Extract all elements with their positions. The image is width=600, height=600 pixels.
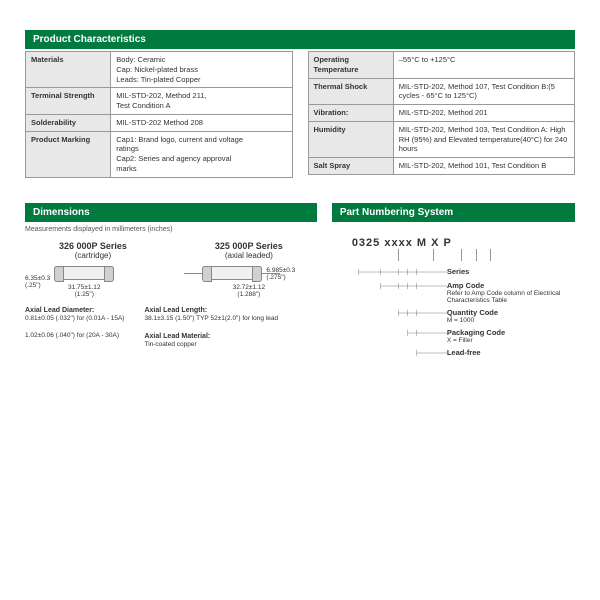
pn-diagram: 0325 xxxx M X P Series Amp CodeRefer to A…	[332, 237, 575, 358]
pn-row: Quantity CodeM = 1000	[352, 308, 575, 324]
pc-right-table: Operating Temperature–55°C to +125°CTher…	[308, 51, 576, 175]
series1-title: 326 000P Series	[59, 241, 127, 251]
dim-notes-1: Axial Lead Diameter: 0.81±0.05 (.032") f…	[25, 306, 124, 350]
cell-label: Product Marking	[26, 131, 111, 177]
series2-sub: (axial leaded)	[181, 251, 317, 260]
pn-row: Lead-free	[352, 348, 575, 358]
pn-row: Packaging CodeX = Filler	[352, 328, 575, 344]
cell-label: Thermal Shock	[308, 78, 393, 105]
pn-row: Series	[352, 267, 575, 277]
pn-code: 0325 xxxx M X P	[352, 237, 575, 249]
pc-header: Product Characteristics	[25, 30, 575, 49]
pn-label: Amp CodeRefer to Amp Code column of Elec…	[447, 281, 575, 304]
axial-shape	[202, 266, 262, 280]
pn-header: Part Numbering System	[332, 203, 575, 222]
pc-left-table: MaterialsBody: Ceramic Cap: Nickel-plate…	[25, 51, 293, 178]
d1-height: 6.35±0.3 (.25")	[25, 275, 50, 289]
cell-label: Salt Spray	[308, 158, 393, 175]
cell-value: Cap1: Brand logo, current and voltage ra…	[111, 131, 292, 177]
pn-label: Quantity CodeM = 1000	[447, 308, 575, 324]
pn-label: Packaging CodeX = Filler	[447, 328, 575, 344]
pn-bracket-lines	[352, 249, 575, 261]
cell-value: MIL-STD-202, Method 211, Test Condition …	[111, 88, 292, 115]
table-row: Operating Temperature–55°C to +125°C	[308, 52, 575, 79]
diagram-326: 326 000P Series(cartridge) 6.35±0.3 (.25…	[25, 241, 161, 298]
table-row: Salt SprayMIL-STD-202, Method 101, Test …	[308, 158, 575, 175]
cell-value: MIL-STD-202, Method 101, Test Condition …	[393, 158, 574, 175]
cell-value: Body: Ceramic Cap: Nickel-plated brass L…	[111, 52, 292, 88]
cell-label: Terminal Strength	[26, 88, 111, 115]
pn-row: Amp CodeRefer to Amp Code column of Elec…	[352, 281, 575, 304]
cell-value: MIL-STD-202, Method 107, Test Condition …	[393, 78, 574, 105]
cartridge-shape	[54, 266, 114, 280]
d2-height: 6.985±0.3 (.275")	[266, 267, 295, 281]
product-characteristics-section: Product Characteristics MaterialsBody: C…	[25, 30, 575, 178]
d2-width: 32.72±1.12 (1.288")	[181, 284, 317, 298]
cell-label: Operating Temperature	[308, 52, 393, 79]
cell-label: Humidity	[308, 121, 393, 157]
cell-value: MIL-STD-202, Method 103, Test Condition …	[393, 121, 574, 157]
cell-value: MIL-STD-202 Method 208	[111, 114, 292, 131]
table-row: Product MarkingCap1: Brand logo, current…	[26, 131, 293, 177]
table-row: Thermal ShockMIL-STD-202, Method 107, Te…	[308, 78, 575, 105]
table-row: SolderabilityMIL-STD-202 Method 208	[26, 114, 293, 131]
table-row: Terminal StrengthMIL-STD-202, Method 211…	[26, 88, 293, 115]
cell-label: Vibration:	[308, 105, 393, 122]
cell-value: –55°C to +125°C	[393, 52, 574, 79]
series2-title: 325 000P Series	[215, 241, 283, 251]
pn-label: Series	[447, 267, 575, 276]
table-row: MaterialsBody: Ceramic Cap: Nickel-plate…	[26, 52, 293, 88]
series1-sub: (cartridge)	[25, 251, 161, 260]
d1-width: 31.75±1.12 (1.25")	[54, 284, 114, 298]
pn-label: Lead-free	[447, 348, 575, 357]
table-row: Vibration:MIL-STD-202, Method 201	[308, 105, 575, 122]
dim-header: Dimensions	[25, 203, 317, 222]
diagram-325: 325 000P Series(axial leaded) 6.985±0.3 …	[181, 241, 317, 298]
dim-note: Measurements displayed in millimeters (i…	[25, 226, 317, 233]
table-row: HumidityMIL-STD-202, Method 103, Test Co…	[308, 121, 575, 157]
cell-label: Solderability	[26, 114, 111, 131]
dim-notes-2: Axial Lead Length: 38.1±3.15 (1.50") TYP…	[144, 306, 278, 350]
cell-label: Materials	[26, 52, 111, 88]
cell-value: MIL-STD-202, Method 201	[393, 105, 574, 122]
